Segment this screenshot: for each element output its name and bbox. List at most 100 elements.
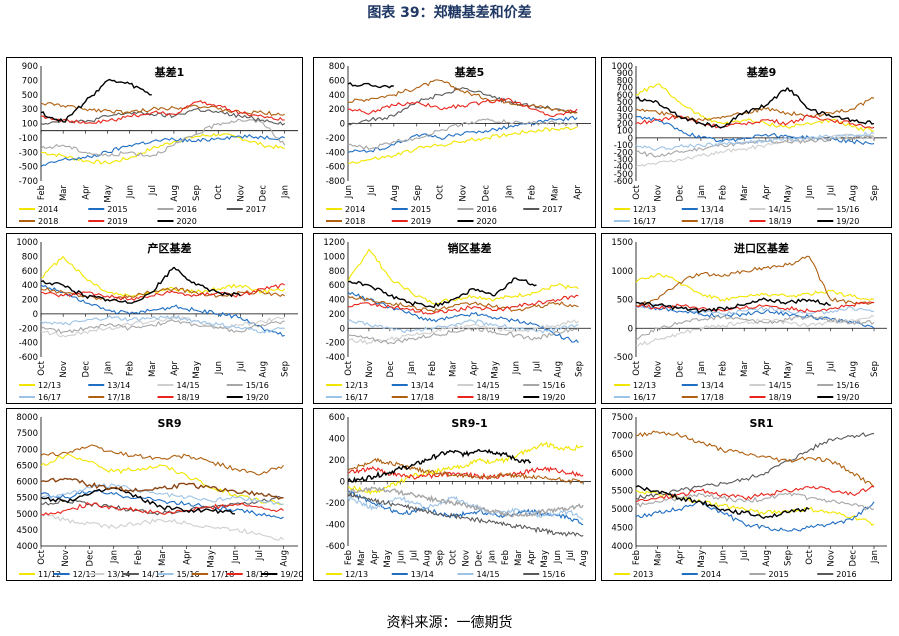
series-line <box>635 485 810 520</box>
x-tick-label: Jan <box>281 185 291 199</box>
x-tick-label: Mar <box>654 550 664 567</box>
x-tick-label: Sep <box>281 361 291 377</box>
y-tick-label: 7000 <box>611 431 633 441</box>
legend-label: 13/14 <box>107 570 130 579</box>
y-tick-label: -500 <box>614 170 633 180</box>
x-tick-label: Aug <box>553 361 563 378</box>
x-tick-label: Jun <box>126 185 136 199</box>
x-tick-label: Feb <box>126 361 136 376</box>
chart-svg: 基差1 -700 -500 -300 -100 100 300 500 700 900 Feb Mar… <box>19 62 298 226</box>
x-tick-label: Feb <box>719 361 729 376</box>
chart-svg: 基差5 -800 -600 -400 -200 0 200 400 600 800 Jun Jul Au… <box>326 62 591 226</box>
series-line <box>347 492 584 537</box>
x-tick-label: Apr <box>470 361 480 376</box>
series-line <box>635 87 875 129</box>
x-tick-label: Oct <box>805 549 815 564</box>
chart-panel-1: 基差1 -700 -500 -300 -100 100 300 500 700 900 Feb Mar… <box>6 57 303 228</box>
x-tick-label: Nov <box>236 185 246 202</box>
x-tick-label: Dec <box>81 361 91 378</box>
legend-label: 2013 <box>633 570 653 579</box>
y-tick-label: 500 <box>617 98 633 108</box>
y-tick-label: 1000 <box>611 267 633 277</box>
chart-svg: 产区基差 -600 -400 -200 0 200 400 600 800 1000 Oct Nov D… <box>16 238 298 402</box>
x-tick-label: Oct <box>37 549 47 564</box>
legend-label: 2020 <box>177 217 197 226</box>
legend-label: 2015 <box>107 205 127 214</box>
legend-label: 14/15 <box>769 205 792 214</box>
x-tick-label: May <box>192 361 202 379</box>
x-tick-label: May <box>383 550 393 568</box>
legend-label: 2018 <box>345 217 365 226</box>
y-tick-label: 800 <box>329 267 345 277</box>
y-tick-label: 7000 <box>16 445 38 455</box>
y-tick-label: 600 <box>329 76 345 86</box>
legend-label: 17/18 <box>211 570 234 579</box>
y-tick-label: 6000 <box>16 478 38 488</box>
legend-label: 2014 <box>701 570 721 579</box>
y-tick-label: 400 <box>329 435 345 445</box>
y-tick-label: 6000 <box>611 468 633 478</box>
y-tick-label: -400 <box>19 339 38 349</box>
x-tick-label: Dec <box>848 550 858 567</box>
series-line <box>40 102 285 116</box>
series-line <box>40 316 285 338</box>
x-tick-label: Jul <box>533 361 543 372</box>
y-tick-label: 200 <box>22 296 38 306</box>
legend-label: 2014 <box>38 205 58 214</box>
legend-label: 14/15 <box>142 570 165 579</box>
series-line <box>347 248 579 305</box>
x-tick-label: Feb <box>719 185 729 200</box>
legend-label: 2017 <box>246 205 266 214</box>
x-tick-label: Apr <box>675 550 685 565</box>
y-tick-label: 700 <box>617 84 633 94</box>
chart-title: 基差9 <box>746 65 777 79</box>
x-tick-label: Jul <box>566 550 576 561</box>
y-tick-label: 100 <box>22 120 38 130</box>
x-tick-label: Aug <box>259 361 269 378</box>
x-tick-label: Nov <box>59 361 69 378</box>
y-tick-label: 1200 <box>323 238 345 248</box>
series-line <box>347 79 578 115</box>
x-tick-label: Apr <box>527 550 537 565</box>
y-tick-label: -200 <box>19 324 38 334</box>
x-tick-label: Jan <box>110 550 120 564</box>
series-line <box>40 477 284 500</box>
chart-title: SR1 <box>749 417 773 430</box>
x-tick-label: Nov <box>61 550 71 567</box>
x-tick-label: Jul <box>409 550 419 561</box>
x-tick-label: Jul <box>236 361 246 372</box>
y-tick-label: 300 <box>617 112 633 122</box>
x-tick-label: Jun <box>396 550 406 564</box>
x-tick-label: Jun <box>214 361 224 375</box>
legend-label: 13/14 <box>701 205 724 214</box>
y-tick-label: 0 <box>628 134 633 144</box>
x-tick-label: Mar <box>740 185 750 202</box>
y-tick-label: 600 <box>617 91 633 101</box>
legend-label: 16/17 <box>345 393 368 402</box>
legend-label: 2015 <box>769 570 789 579</box>
x-tick-label: Nov <box>462 550 472 567</box>
y-tick-label: 900 <box>22 62 38 72</box>
series-line <box>635 273 875 302</box>
x-tick-label: Dec <box>259 185 269 202</box>
series-line <box>347 97 578 117</box>
series-line <box>40 444 284 476</box>
series-line <box>635 115 875 146</box>
y-tick-label: -400 <box>326 521 345 531</box>
legend-label: 2016 <box>836 570 856 579</box>
series-line <box>635 314 875 347</box>
x-tick-label: May <box>783 185 793 203</box>
x-tick-label: Oct <box>449 549 459 564</box>
series-line <box>635 255 875 308</box>
series-line <box>347 319 579 334</box>
x-tick-label: Feb <box>134 550 144 565</box>
legend-label: 18/19 <box>246 570 269 579</box>
x-tick-label: May <box>207 550 217 568</box>
legend-label: 2019 <box>411 217 431 226</box>
chart-title: 基差1 <box>154 65 185 79</box>
chart-svg: 基差9 -600-500-400-300-200-1000100200300400… <box>611 62 887 226</box>
y-tick-label: -500 <box>19 163 38 173</box>
legend-label: 15/16 <box>836 381 859 390</box>
chart-title: 产区基差 <box>148 241 192 255</box>
x-tick-label: Aug <box>848 361 858 378</box>
